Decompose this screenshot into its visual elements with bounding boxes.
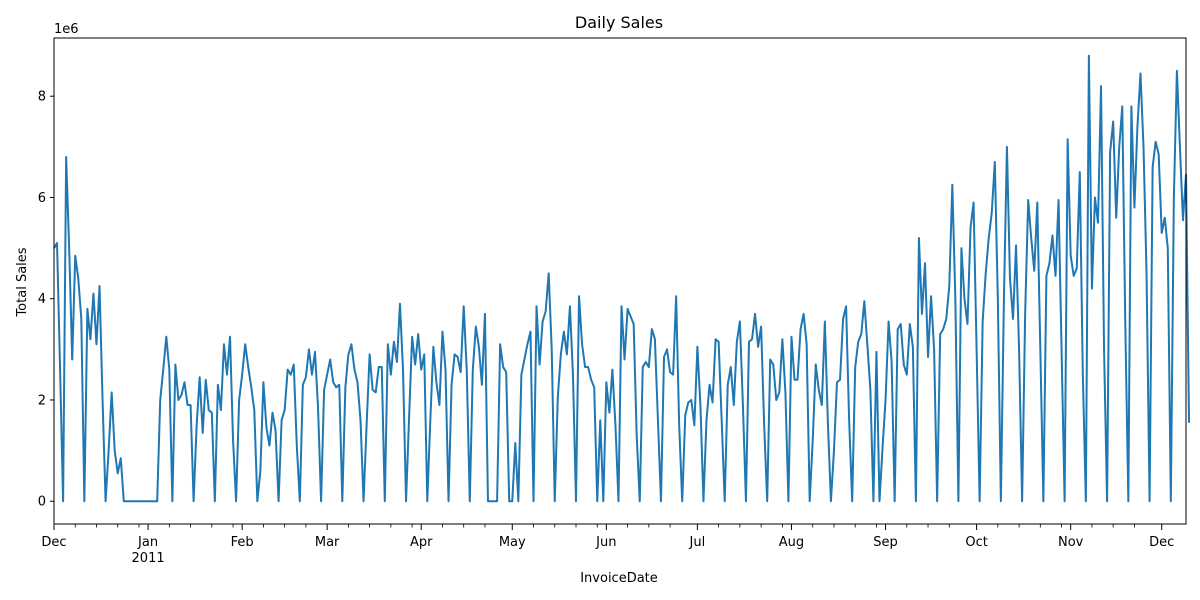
x-tick-label-5: May <box>499 535 526 550</box>
x-tick-label-1: Jan <box>137 535 158 550</box>
x-tick-label-8: Aug <box>779 535 804 550</box>
x-tick-sublabel-1: 2011 <box>132 551 165 566</box>
y-axis-ticks: 0 2 4 6 8 <box>38 90 54 510</box>
series-line-0 <box>53 54 1191 503</box>
chart-title: Daily Sales <box>575 13 663 32</box>
y-axis-label: Total Sales <box>15 247 30 317</box>
x-tick-label-4: Apr <box>410 535 433 550</box>
series-group <box>53 54 1191 503</box>
x-tick-label-9: Sep <box>873 535 898 550</box>
x-tick-label-6: Jun <box>595 535 616 550</box>
y-tick-label-0: 0 <box>38 495 46 510</box>
plot-frame <box>53 37 1187 525</box>
x-tick-label-0: Dec <box>41 535 66 550</box>
x-tick-label-3: Mar <box>315 535 340 550</box>
x-axis-label: InvoiceDate <box>580 571 658 586</box>
y-tick-label-4: 8 <box>38 90 46 105</box>
x-tick-label-12: Dec <box>1149 535 1174 550</box>
y-axis-offset-label: 1e6 <box>54 22 79 37</box>
x-tick-label-11: Nov <box>1058 535 1084 550</box>
x-tick-label-2: Feb <box>231 535 254 550</box>
x-tick-label-10: Oct <box>965 535 987 550</box>
y-tick-label-1: 2 <box>38 393 46 408</box>
y-tick-label-2: 4 <box>38 292 46 307</box>
y-tick-label-3: 6 <box>38 191 46 206</box>
x-tick-label-7: Jul <box>689 535 706 550</box>
